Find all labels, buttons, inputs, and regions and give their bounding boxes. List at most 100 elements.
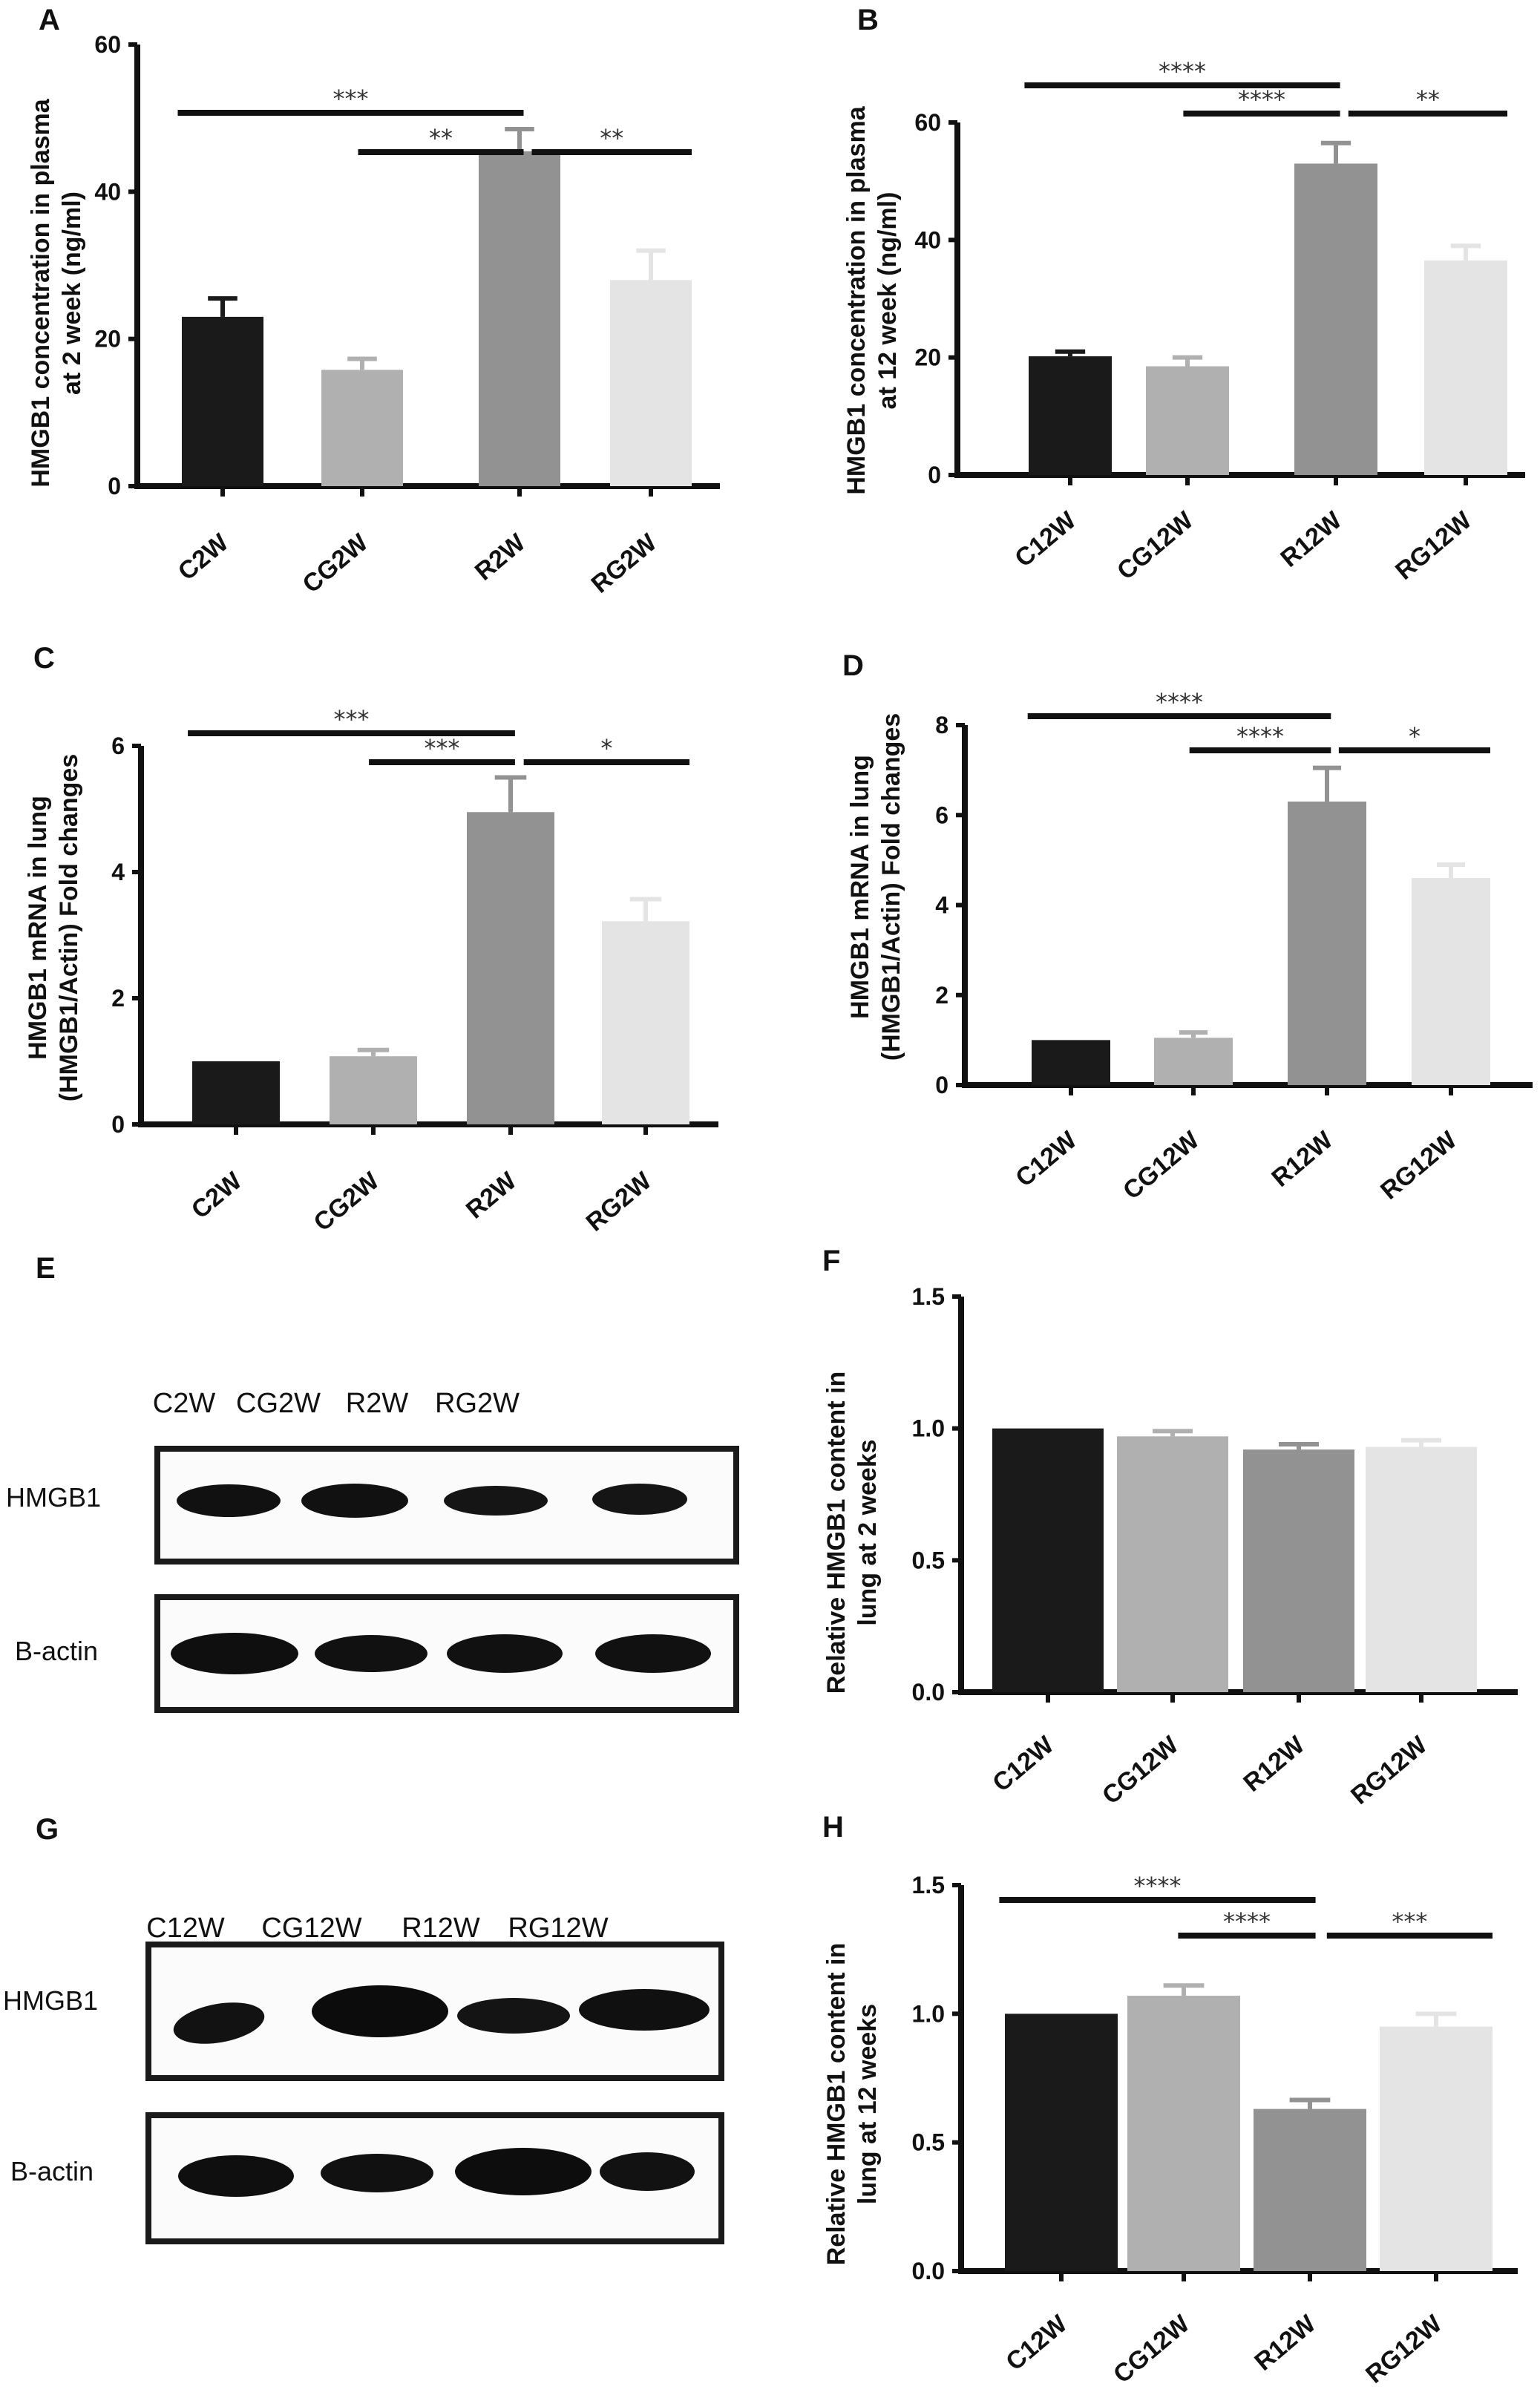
panel-letter-E: E xyxy=(36,1252,56,1285)
chart-b-category-label: C12W xyxy=(1009,505,1081,572)
chart-d-category-label: C12W xyxy=(1010,1125,1082,1192)
chart-h-bar xyxy=(1127,1996,1240,2271)
chart-h-bar xyxy=(1254,2109,1366,2271)
chart-h-category-label: CG12W xyxy=(1108,2309,1196,2388)
chart-d-bar xyxy=(1288,802,1366,1085)
blot-e-row-label: HMGB1 xyxy=(6,1482,101,1513)
chart-a-significance-label: ** xyxy=(600,124,623,152)
blot-g-row-label: B-actin xyxy=(10,2156,94,2186)
blot-band xyxy=(455,2148,592,2195)
chart-b-category-label: RG12W xyxy=(1390,505,1478,585)
chart-h-bar xyxy=(1005,2014,1118,2271)
chart-a-category-label: R2W xyxy=(470,528,531,586)
chart-f-ylabel-line2: lung at 2 weeks xyxy=(853,1439,882,1625)
blot-e-lane-label: RG2W xyxy=(435,1388,520,1419)
chart-a-ylabel-line1: HMGB1 concentration in plasma xyxy=(27,98,55,487)
chart-c-category-label: RG2W xyxy=(581,1166,658,1236)
blot-band xyxy=(301,1484,408,1518)
blot-band xyxy=(592,1484,687,1515)
chart-c-significance-label: * xyxy=(600,734,612,762)
chart-b-category-label: R12W xyxy=(1275,505,1347,572)
chart-d-significance-label: * xyxy=(1409,722,1421,750)
chart-d-significance-label: **** xyxy=(1156,688,1203,716)
blot-band xyxy=(595,1634,711,1673)
chart-b-significance-label: **** xyxy=(1159,57,1206,85)
chart-a-category-label: CG2W xyxy=(298,528,374,598)
chart-f-category-label: R12W xyxy=(1238,1730,1310,1797)
chart-d-ytick-label: 2 xyxy=(935,982,948,1009)
chart-a-bar xyxy=(479,151,560,486)
western-blot-e: C2W CG2W R2W RG2W HMGB1 B-actin xyxy=(6,1388,739,1713)
chart-f-ytick-label: 0.0 xyxy=(912,1679,945,1706)
chart-b-significance-label: ** xyxy=(1416,85,1440,114)
blot-g-lane-label: R12W xyxy=(402,1913,480,1944)
blot-band xyxy=(315,1635,427,1672)
chart-f-category-label: CG12W xyxy=(1097,1730,1185,1809)
chart-d-category-label: R12W xyxy=(1266,1125,1338,1192)
chart-h-category-label: R12W xyxy=(1249,2309,1321,2376)
chart-b-significance-label: **** xyxy=(1238,85,1285,114)
chart-a-ylabel-line2: at 2 week (ng/ml) xyxy=(58,191,86,395)
chart-c-significance-label: *** xyxy=(334,705,370,733)
blot-e-lane-label: R2W xyxy=(346,1388,409,1419)
blot-band xyxy=(444,1486,548,1516)
chart-d-ytick-label: 4 xyxy=(935,892,948,919)
chart-a-ytick-label: 20 xyxy=(94,326,121,353)
chart-h-ytick-label: 1.0 xyxy=(912,2000,945,2027)
blot-g-row-label: HMGB1 xyxy=(3,1985,98,2016)
chart-b-ylabel-line1: HMGB1 concentration in plasma xyxy=(842,105,871,494)
chart-d-significance-label: **** xyxy=(1236,722,1284,750)
chart-f-ytick-label: 1.0 xyxy=(912,1415,945,1442)
chart-f-bar xyxy=(1366,1446,1477,1692)
chart-a-bar xyxy=(182,316,263,486)
chart-c-category-label: C2W xyxy=(186,1166,248,1224)
chart-b-bar xyxy=(1146,366,1229,475)
chart-a-category-label: C2W xyxy=(173,528,235,586)
chart-b-ytick-label: 0 xyxy=(928,462,941,488)
chart-c-ytick-label: 6 xyxy=(111,733,125,759)
chart-c-bar xyxy=(467,812,554,1124)
chart-d-ytick-label: 8 xyxy=(935,712,948,738)
blot-band xyxy=(457,1998,570,2034)
blot-g-lane-label: RG12W xyxy=(508,1913,608,1944)
chart-c-significance-label: *** xyxy=(425,734,460,762)
panel-letter-B: B xyxy=(857,4,879,36)
blot-band xyxy=(447,1634,563,1673)
chart-c-bar xyxy=(330,1056,417,1124)
chart-h-significance-label: **** xyxy=(1134,1872,1182,1900)
chart-f-bar xyxy=(992,1428,1104,1692)
blot-band xyxy=(312,1985,448,2037)
chart-c-bar xyxy=(602,921,689,1124)
chart-h-category-label: RG12W xyxy=(1360,2309,1448,2388)
blot-e-lane-label: C2W xyxy=(153,1388,216,1419)
chart-c-ylabel-line2: (HMGB1/Actin) Fold changes xyxy=(55,754,83,1101)
chart-f-ytick-label: 0.5 xyxy=(912,1547,945,1573)
blot-band xyxy=(579,1989,710,2031)
panel-letter-F: F xyxy=(822,1245,840,1277)
chart-h-significance-label: **** xyxy=(1223,1907,1271,1936)
chart-f-bar xyxy=(1117,1436,1228,1692)
panel-letter-G: G xyxy=(36,1813,59,1846)
blot-band xyxy=(600,2152,695,2191)
chart-d-bar xyxy=(1154,1038,1233,1085)
chart-f-category-label: C12W xyxy=(987,1730,1059,1797)
chart-c-ylabel-line1: HMGB1 mRNA in lung xyxy=(24,796,52,1060)
blot-band xyxy=(173,2002,265,2044)
chart-b-bar xyxy=(1294,163,1377,475)
blot-g-lane-label: C12W xyxy=(146,1913,225,1944)
chart-a-ytick-label: 40 xyxy=(94,178,121,205)
chart-c-category-label: R2W xyxy=(461,1166,522,1224)
chart-f-bar xyxy=(1243,1449,1354,1692)
chart-b-bar xyxy=(1029,356,1112,475)
blot-band xyxy=(178,2155,294,2197)
chart-h-ylabel-line1: Relative HMGB1 content in xyxy=(822,1943,851,2266)
chart-b-category-label: CG12W xyxy=(1112,505,1199,585)
chart-h-ytick-label: 0.5 xyxy=(912,2129,945,2156)
chart-f-hmgb1-content-2w: 0.0 0.5 1.0 1.5 C12W CG12W R12W RG12W xyxy=(912,1283,1518,1810)
chart-a-significance-label: ** xyxy=(429,124,453,152)
